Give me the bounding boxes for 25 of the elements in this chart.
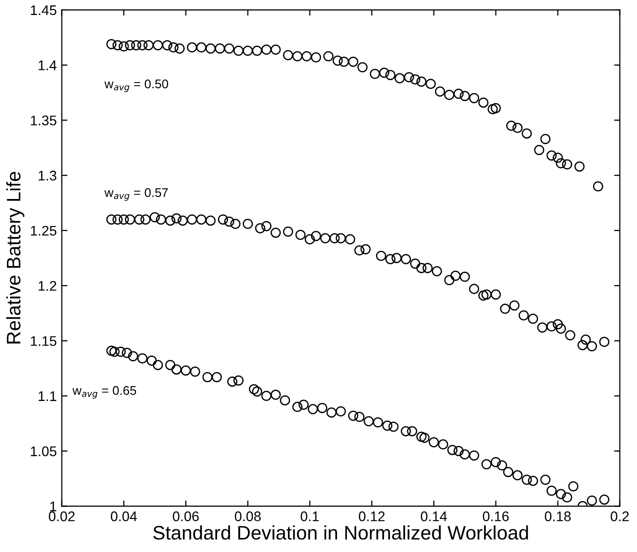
x-tick-label: 0.16	[482, 511, 509, 522]
y-tick-label: 1.35	[30, 116, 56, 126]
series-label: w$_{avg}$ = 0.65	[72, 386, 136, 399]
series-label: w$_{avg}$ = 0.57	[104, 188, 168, 201]
y-tick-label: 1.05	[30, 446, 56, 456]
y-tick-label: 1.3	[38, 170, 56, 181]
x-tick-label: 0.02	[48, 511, 75, 522]
text: w$_{avg}$ = 0.50	[104, 79, 168, 92]
y-tick-label: 1.45	[30, 5, 56, 16]
y-tick-label: 1.1	[38, 391, 56, 401]
y-tick-label: 1	[50, 502, 56, 512]
x-tick-label: 0.18	[544, 511, 571, 522]
y-tick-label: 1.2	[38, 280, 56, 291]
x-axis-title: Standard Deviation in Normalized Workload	[153, 525, 528, 540]
x-tick-label: 0.14	[420, 511, 447, 522]
y-tick-label: 1.25	[30, 226, 56, 236]
x-tick-label: 0.1	[300, 511, 319, 522]
x-tick-label: 0.2	[610, 511, 629, 522]
x-tick-label: 0.08	[234, 511, 261, 522]
y-axis-title: Relative Battery Life	[6, 172, 24, 344]
x-tick-label: 0.06	[172, 511, 199, 522]
x-tick-label: 0.12	[358, 511, 385, 522]
y-tick-label: 1.4	[38, 60, 57, 70]
x-tick-label: 0.04	[110, 511, 137, 522]
y-tick-label: 1.15	[30, 336, 56, 346]
